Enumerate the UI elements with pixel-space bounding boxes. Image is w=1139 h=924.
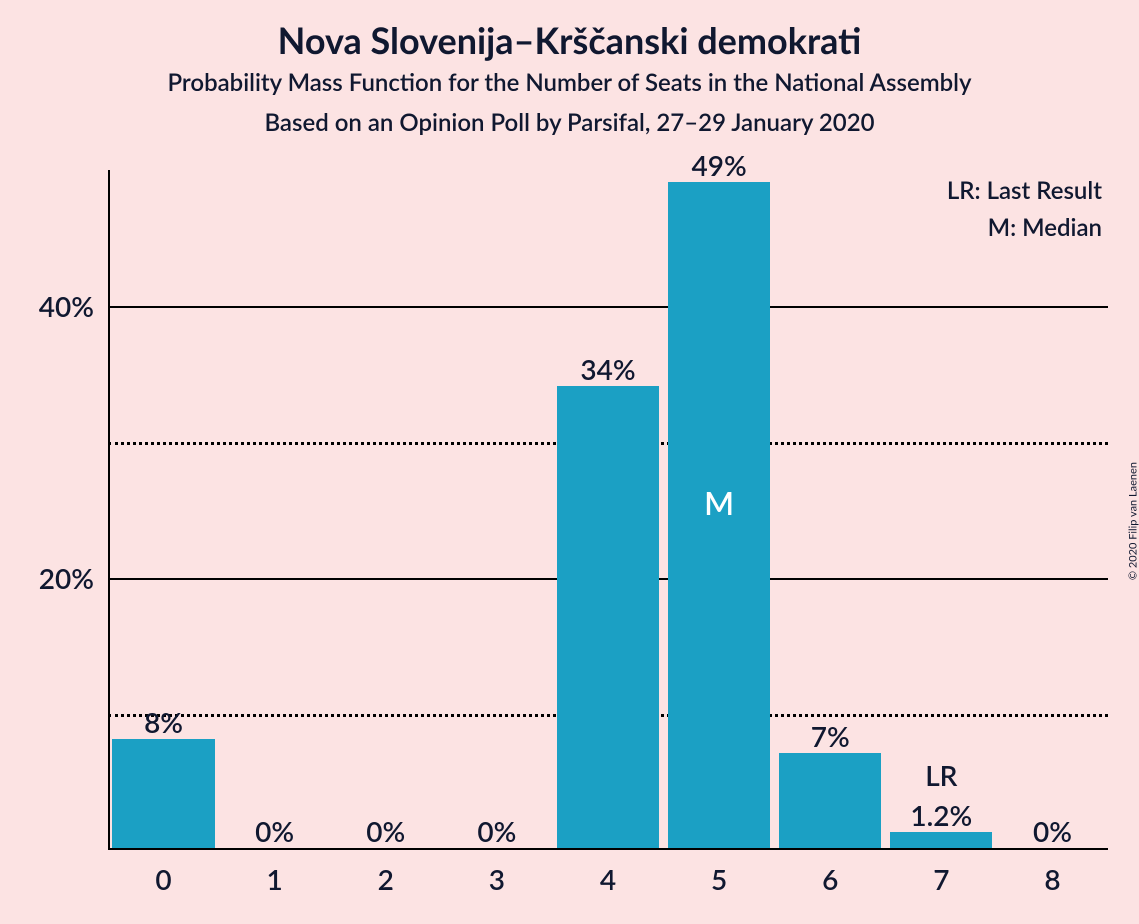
y-axis-line: [108, 170, 110, 850]
bar-value-label: 0%: [1033, 814, 1072, 848]
x-tick-label: 7: [933, 850, 949, 896]
y-tick-label: 20%: [39, 561, 108, 595]
x-tick-label: 6: [822, 850, 838, 896]
x-tick-label: 4: [600, 850, 616, 896]
bar-value-label: 8%: [144, 705, 183, 739]
bar-value-label: 0%: [255, 814, 294, 848]
x-tick-label: 8: [1044, 850, 1060, 896]
y-tick-label: 40%: [39, 289, 108, 323]
x-tick-label: 3: [489, 850, 505, 896]
bar: [557, 386, 659, 848]
grid-major: [108, 306, 1108, 308]
x-tick-label: 5: [711, 850, 727, 896]
bar-value-label: 0%: [477, 814, 516, 848]
chart-subtitle-1-text: Probability Mass Function for the Number…: [167, 68, 971, 97]
legend-line: LR: Last Result: [947, 176, 1102, 205]
bar-value-label: 34%: [580, 352, 635, 386]
bar-value-label: 0%: [366, 814, 405, 848]
chart-subtitle-2-text: Based on an Opinion Poll by Parsifal, 27…: [264, 108, 874, 137]
plot-area: 20%40%0123456788%0%0%0%34%49%M7%1.2%LR0%…: [108, 170, 1108, 850]
bar-value-label: 7%: [811, 719, 850, 753]
legend: LR: Last Result M: Median: [947, 176, 1102, 250]
copyright-label: © 2020 Filip van Laenen: [1127, 462, 1139, 580]
bar: [779, 753, 881, 848]
chart-subtitle-2: Based on an Opinion Poll by Parsifal, 27…: [0, 108, 1139, 137]
bar: [890, 832, 992, 848]
x-tick-label: 1: [267, 850, 283, 896]
chart-title: Nova Slovenija–Krščanski demokrati: [0, 18, 1139, 62]
x-tick-label: 2: [378, 850, 394, 896]
chart-title-text: Nova Slovenija–Krščanski demokrati: [278, 18, 862, 62]
bar-extra-label: LR: [925, 758, 957, 792]
bar-value-label: 1.2%: [910, 798, 972, 832]
bar: [112, 739, 214, 848]
chart-subtitle-1: Probability Mass Function for the Number…: [0, 68, 1139, 97]
x-tick-label: 0: [155, 850, 171, 896]
legend-line: M: Median: [947, 213, 1102, 242]
bar-value-label: 49%: [692, 148, 747, 182]
chart-container: Nova Slovenija–Krščanski demokrati Proba…: [0, 0, 1139, 924]
copyright-text: © 2020 Filip van Laenen: [1127, 462, 1139, 580]
bar-inner-label: M: [704, 483, 734, 522]
